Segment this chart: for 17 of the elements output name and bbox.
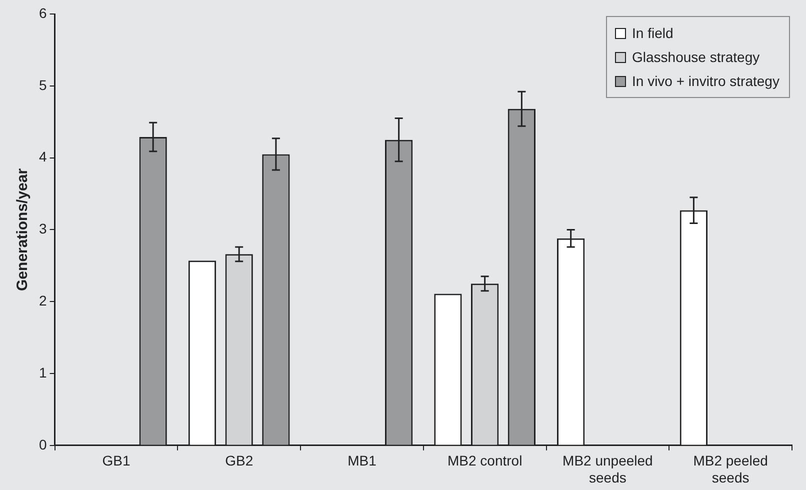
x-tick-label: GB2 [225,452,254,469]
y-tick-label: 0 [38,436,47,452]
y-tick-label: 2 [38,292,47,308]
y-axis-title: Generations/year [14,168,32,291]
legend-label: In vivo + invitro strategy [632,73,780,89]
y-tick-label: 6 [38,4,47,21]
legend-label: Glasshouse strategy [632,49,760,65]
x-tick-label: MB1 [348,452,377,469]
legend-label: In field [632,25,674,41]
y-tick-label: 3 [38,220,47,237]
y-tick-label: 1 [38,364,47,380]
x-tick-label: GB1 [102,452,130,469]
y-tick-label: 4 [38,148,47,165]
x-tick-label: MB2 unpeeled seeds [562,452,653,486]
x-tick-label: MB2 control [447,452,522,469]
y-tick-label: 5 [38,76,47,93]
x-tick-label: MB2 peeled seeds [693,452,768,486]
